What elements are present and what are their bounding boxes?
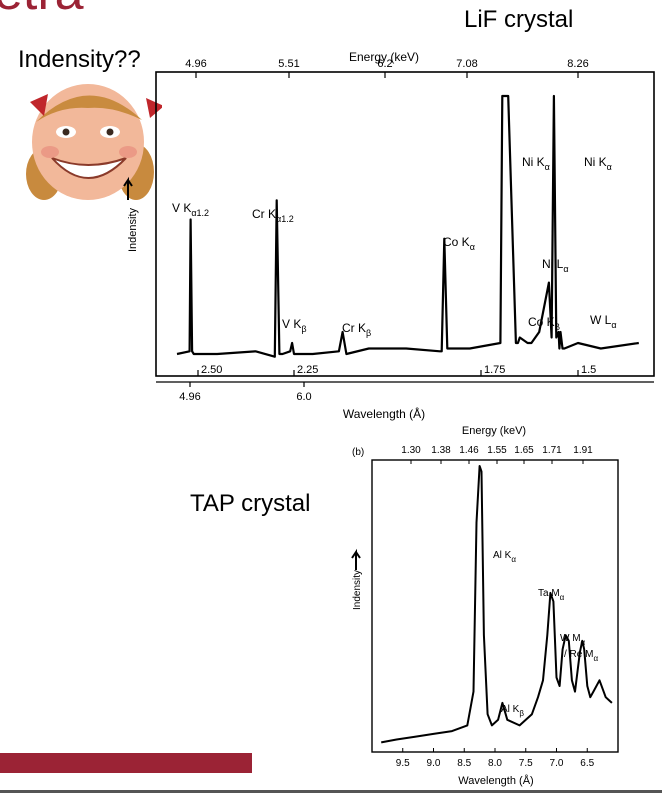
lif-peak-label-main: V K [282,317,301,331]
tap-spectrum-chart: Energy (keV) (b) Indensity Wavelength (Å… [351,425,619,787]
lif-peak-label-main: Ni K [584,155,607,169]
tap-top-tick-label: 1.71 [542,445,562,456]
tap-peak-label: Ta Mα [538,588,565,602]
tap-crystal-label: TAP crystal [190,490,311,517]
lif-peak-label-main: V K [172,201,191,215]
lif-peak-label: Cr Kβ [342,321,371,338]
tap-bottom-tick-label: 7.5 [519,758,533,769]
lif-peak-label-subscript: α [611,320,616,330]
tap-top-tick-label: 1.38 [431,445,451,456]
lif-plot-frame [155,71,655,377]
tap-top-tick-label: 1.91 [573,445,593,456]
lif-peak-label-main: W L [590,313,612,327]
lif-peak-label: Co Kβ [528,315,560,332]
lif-peak-label-subscript: β [301,324,306,334]
tap-bottom-tick-label: 9.0 [427,758,441,769]
lif-inner-tick-label: 1.75 [484,364,505,376]
lif-peak-label: V Kα1.2 [172,201,209,218]
tap-bottom-tick-label: 9.5 [396,758,410,769]
tap-top-tick-label: 1.46 [459,445,479,456]
lif-peak-label-subscript: α [563,264,568,274]
tap-spectrum-line [381,465,613,744]
tap-peak-label: Al Kβ [501,704,524,718]
tap-x-axis-title: Wavelength (Å) [458,774,533,787]
lif-peak-label: Cr Kα1.2 [252,207,294,224]
lif-outer-tick-label: 4.96 [179,391,200,403]
tap-bottom-tick-label: 8.5 [457,758,471,769]
lif-top-tick-label: 4.96 [185,58,206,70]
lif-peak-label-subscript: α [470,242,475,252]
lif-top-axis-title: Energy (keV) [349,50,419,64]
tap-peak-label-subscript: α [511,555,516,564]
lif-peak-label-main: Co K [528,315,555,329]
lif-y-axis-title: Indensity [127,207,139,252]
tap-peak-label-subscript: β [519,709,524,718]
tap-peak-label: Al Kα [493,550,516,564]
lif-spectrum-line [176,94,639,358]
tap-top-tick-label: 1.65 [514,445,534,456]
lif-peak-label: Ni Kα [522,155,550,172]
lif-y-arrow-icon [123,176,133,200]
tap-peak-label-subscript: α [593,654,598,663]
lif-top-tick-label: 7.08 [456,58,477,70]
lif-peak-label-subscript: β [366,328,371,338]
tap-peak-label-subscript: α [581,638,586,647]
tap-plot-frame [371,459,619,753]
lif-peak-label-subscript: α [545,162,550,172]
lif-peak-label-main: Ni K [522,155,545,169]
tap-top-tick-label: 1.30 [401,445,421,456]
lif-inner-tick-label: 2.50 [201,364,222,376]
grin [51,157,127,179]
lif-crystal-label: LiF crystal [464,6,574,33]
tap-bottom-tick-label: 7.0 [550,758,564,769]
lif-peak-label: Ni Kα [584,155,612,172]
lif-peak-label-main: Co K [443,235,470,249]
lif-peak-label-subscript: α1.2 [276,214,294,224]
left-bow-icon [30,94,48,116]
bottom-rule [0,790,662,793]
lif-peak-label: V Kβ [282,317,307,334]
tap-peak-label: W Mα [560,633,586,647]
lif-peak-label-subscript: α1.2 [191,208,209,218]
lif-peak-label-main: Cr K [342,321,366,335]
face [32,84,144,200]
lif-peak-label-subscript: α [607,162,612,172]
tap-peak-label-main: / Re M [564,649,593,660]
slide-title-fragment: etra [0,0,84,22]
tap-top-axis-title: Energy (keV) [462,425,526,437]
tap-y-arrow-icon [351,548,361,570]
bottom-accent-bar [0,753,252,773]
tap-top-tick-label: 1.55 [487,445,507,456]
lif-peak-label: W Lα [590,313,617,330]
tap-y-axis-title: Indensity [352,570,363,610]
lif-inner-tick-label: 2.25 [297,364,318,376]
right-bow-icon [146,98,162,118]
lif-peak-label: Co Kα [443,235,475,252]
tap-peak-label-main: W M [560,633,581,644]
lif-inner-tick-label: 1.5 [581,364,596,376]
lif-x-axis-title: Wavelength (Å) [343,406,425,421]
lif-top-tick-label: 8.26 [567,58,588,70]
lif-peak-label-subscript: β [555,322,560,332]
lif-peak-label: Ni Lα [542,257,569,274]
tap-bottom-tick-label: 6.5 [580,758,594,769]
lif-top-tick-label: 6.2 [377,58,392,70]
tap-peak-label-main: Al K [493,550,512,561]
tap-peak-label-main: Al K [501,704,520,715]
lif-top-tick-label: 5.51 [278,58,299,70]
hair [36,95,142,122]
tap-panel-tag: (b) [352,447,364,458]
lif-peak-label-main: Ni L [542,257,564,271]
lif-spectrum-chart: Energy (keV) Indensity Wavelength (Å) 4.… [123,50,655,421]
lif-outer-tick-label: 6.0 [296,391,311,403]
tap-peak-label-subscript: α [560,593,565,602]
tap-bottom-tick-label: 8.0 [488,758,502,769]
lif-peak-label-main: Cr K [252,207,276,221]
indensity-question: Indensity?? [18,46,141,73]
tap-peak-label-main: Ta M [538,588,560,599]
tap-peak-label: / Re Mα [564,649,598,663]
